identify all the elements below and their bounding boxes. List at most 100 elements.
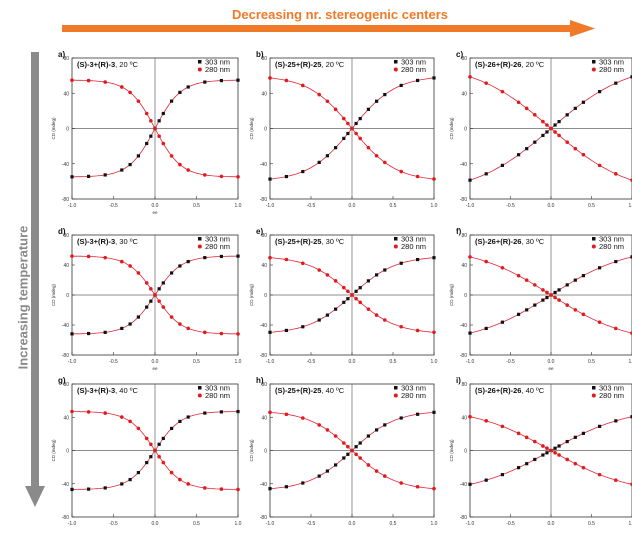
data-point-303 bbox=[301, 325, 305, 329]
data-point-303 bbox=[70, 332, 74, 336]
data-point-303 bbox=[545, 130, 549, 134]
orange-arrow-shaft bbox=[62, 25, 582, 32]
panel-title: (S)-3+(R)-3, 40 ºC bbox=[77, 386, 138, 395]
data-point-303 bbox=[325, 154, 329, 158]
data-point-303 bbox=[614, 81, 618, 85]
data-point-303 bbox=[317, 318, 321, 322]
data-point-303 bbox=[545, 295, 549, 300]
chart-panel-b: -80 -40 0 40 80 -1.0 -0.5 0.0 0.5 1.0 CD (mdeg) b) (… bbox=[249, 50, 438, 209]
x-tick-label: 1.0 bbox=[629, 359, 632, 365]
chart-panel-h: -80 -40 0 40 80 -1.0 -0.5 0.0 0.5 1.0 CD (mdeg) h) (… bbox=[249, 376, 438, 527]
data-point-280 bbox=[70, 78, 74, 82]
x-tick-label: -1.0 bbox=[266, 359, 275, 365]
x-tick-label: -1.0 bbox=[68, 359, 77, 365]
data-point-303 bbox=[87, 174, 91, 178]
y-tick-label: 0 bbox=[264, 127, 267, 133]
y-tick-label: 0 bbox=[464, 127, 467, 133]
data-point-280 bbox=[144, 436, 149, 441]
data-point-280 bbox=[236, 332, 240, 336]
data-point-280 bbox=[144, 111, 149, 116]
data-point-280 bbox=[432, 486, 436, 491]
data-point-280 bbox=[342, 441, 346, 445]
data-point-280 bbox=[325, 99, 330, 104]
data-point-280 bbox=[219, 487, 224, 491]
chart-panel-g: -80 -40 0 40 80 -1.0 -0.5 0.0 0.5 1.0 CD (mdeg) g) (… bbox=[51, 376, 242, 527]
data-point-303 bbox=[128, 162, 132, 167]
data-point-303 bbox=[565, 283, 569, 287]
legend-marker-303 bbox=[394, 60, 398, 64]
legend-label-280: 280 nm bbox=[205, 242, 230, 251]
y-tick-label: 0 bbox=[66, 449, 69, 455]
y-tick-label: 40 bbox=[461, 91, 467, 97]
y-tick-label: 80 bbox=[461, 56, 467, 62]
data-point-280 bbox=[317, 268, 322, 272]
legend-marker-303 bbox=[592, 60, 596, 64]
y-tick-label: -80 bbox=[62, 197, 69, 203]
chart-panel-f: -80 -40 0 40 80 -1.0 -0.5 0.0 0.5 1.0 CD (mdeg) ee f… bbox=[449, 227, 632, 371]
y-tick-label: -40 bbox=[260, 162, 267, 168]
data-point-280 bbox=[500, 89, 505, 94]
data-point-303 bbox=[128, 477, 132, 482]
data-point-303 bbox=[517, 312, 521, 316]
data-point-280 bbox=[178, 322, 182, 326]
data-point-303 bbox=[149, 134, 153, 138]
y-axis-label: CD (mdeg) bbox=[249, 284, 254, 307]
data-point-303 bbox=[136, 315, 140, 319]
data-point-280 bbox=[317, 92, 322, 97]
data-point-303 bbox=[103, 486, 107, 490]
y-tick-label: -40 bbox=[62, 323, 69, 329]
data-point-303 bbox=[375, 273, 379, 277]
data-point-280 bbox=[103, 255, 107, 260]
data-point-280 bbox=[432, 330, 436, 335]
data-point-280 bbox=[581, 152, 586, 157]
data-point-303 bbox=[70, 487, 74, 492]
data-point-280 bbox=[597, 163, 602, 168]
data-point-280 bbox=[268, 76, 272, 80]
y-tick-label: -80 bbox=[260, 515, 267, 521]
legend-label-303: 303 nm bbox=[401, 384, 426, 393]
data-point-280 bbox=[549, 293, 553, 297]
data-point-303 bbox=[533, 457, 537, 462]
data-point-303 bbox=[219, 79, 223, 83]
data-point-280 bbox=[366, 307, 371, 311]
x-tick-label: 0.0 bbox=[548, 203, 555, 209]
data-point-280 bbox=[350, 448, 354, 453]
x-tick-label: -0.5 bbox=[307, 203, 316, 209]
data-point-280 bbox=[573, 461, 578, 466]
data-point-303 bbox=[525, 147, 529, 151]
x-tick-label: 0.5 bbox=[390, 203, 397, 209]
legend-label-303: 303 nm bbox=[599, 384, 624, 393]
data-point-303 bbox=[161, 111, 165, 116]
x-tick-label: 0.5 bbox=[588, 521, 595, 527]
y-tick-label: 0 bbox=[464, 449, 467, 455]
data-point-303 bbox=[317, 474, 321, 478]
data-point-303 bbox=[500, 163, 504, 167]
y-axis-label: CD (mdeg) bbox=[449, 117, 454, 140]
data-point-303 bbox=[334, 307, 338, 311]
data-point-303 bbox=[120, 326, 124, 331]
data-point-303 bbox=[500, 473, 504, 477]
legend-label-303: 303 nm bbox=[401, 235, 426, 244]
legend-label-280: 280 nm bbox=[599, 391, 624, 400]
data-point-303 bbox=[236, 254, 240, 258]
data-point-280 bbox=[581, 465, 586, 470]
y-axis-label: CD (mdeg) bbox=[249, 439, 254, 462]
data-point-280 bbox=[573, 308, 578, 312]
data-point-303 bbox=[500, 320, 504, 324]
data-point-303 bbox=[468, 482, 472, 486]
legend-label-280: 280 nm bbox=[401, 65, 426, 74]
data-point-303 bbox=[342, 136, 346, 141]
data-point-280 bbox=[284, 412, 289, 417]
y-axis-label: CD (mdeg) bbox=[51, 284, 56, 307]
data-point-280 bbox=[153, 293, 157, 297]
x-axis-label: ee bbox=[152, 366, 158, 371]
data-point-303 bbox=[170, 426, 174, 431]
data-point-280 bbox=[161, 141, 166, 146]
data-point-280 bbox=[557, 453, 561, 457]
legend-label-303: 303 nm bbox=[205, 384, 230, 393]
orange-arrow-head bbox=[570, 20, 595, 37]
y-tick-label: -40 bbox=[260, 482, 267, 488]
legend-label-303: 303 nm bbox=[205, 235, 230, 244]
data-point-303 bbox=[317, 160, 321, 164]
y-axis-label: CD (mdeg) bbox=[449, 439, 454, 462]
